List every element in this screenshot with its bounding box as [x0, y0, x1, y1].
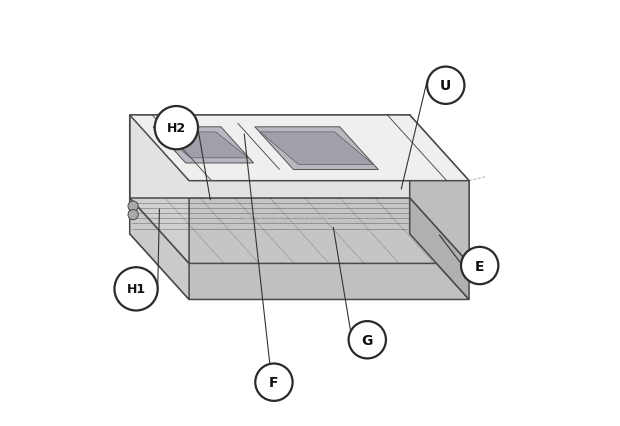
- Text: G: G: [361, 333, 373, 347]
- Circle shape: [128, 201, 138, 212]
- Polygon shape: [130, 198, 410, 234]
- Polygon shape: [153, 127, 254, 164]
- Circle shape: [427, 67, 464, 105]
- Polygon shape: [260, 132, 373, 165]
- Text: U: U: [440, 79, 451, 93]
- Circle shape: [115, 268, 157, 311]
- Polygon shape: [410, 115, 469, 264]
- Polygon shape: [189, 181, 469, 264]
- Text: E: E: [475, 259, 484, 273]
- Polygon shape: [130, 115, 410, 198]
- Polygon shape: [130, 234, 469, 300]
- Circle shape: [461, 247, 498, 285]
- Polygon shape: [130, 198, 469, 264]
- Text: H1: H1: [126, 283, 146, 296]
- Circle shape: [128, 210, 138, 220]
- Polygon shape: [130, 115, 189, 264]
- Polygon shape: [158, 132, 249, 158]
- Polygon shape: [130, 198, 189, 300]
- Text: F: F: [269, 375, 279, 389]
- Circle shape: [255, 364, 293, 401]
- Circle shape: [155, 107, 198, 150]
- Text: eReplacementParts.com: eReplacementParts.com: [238, 213, 382, 226]
- Circle shape: [348, 321, 386, 359]
- Polygon shape: [130, 115, 469, 181]
- Polygon shape: [410, 198, 469, 300]
- Polygon shape: [255, 127, 378, 170]
- Text: H2: H2: [167, 122, 186, 135]
